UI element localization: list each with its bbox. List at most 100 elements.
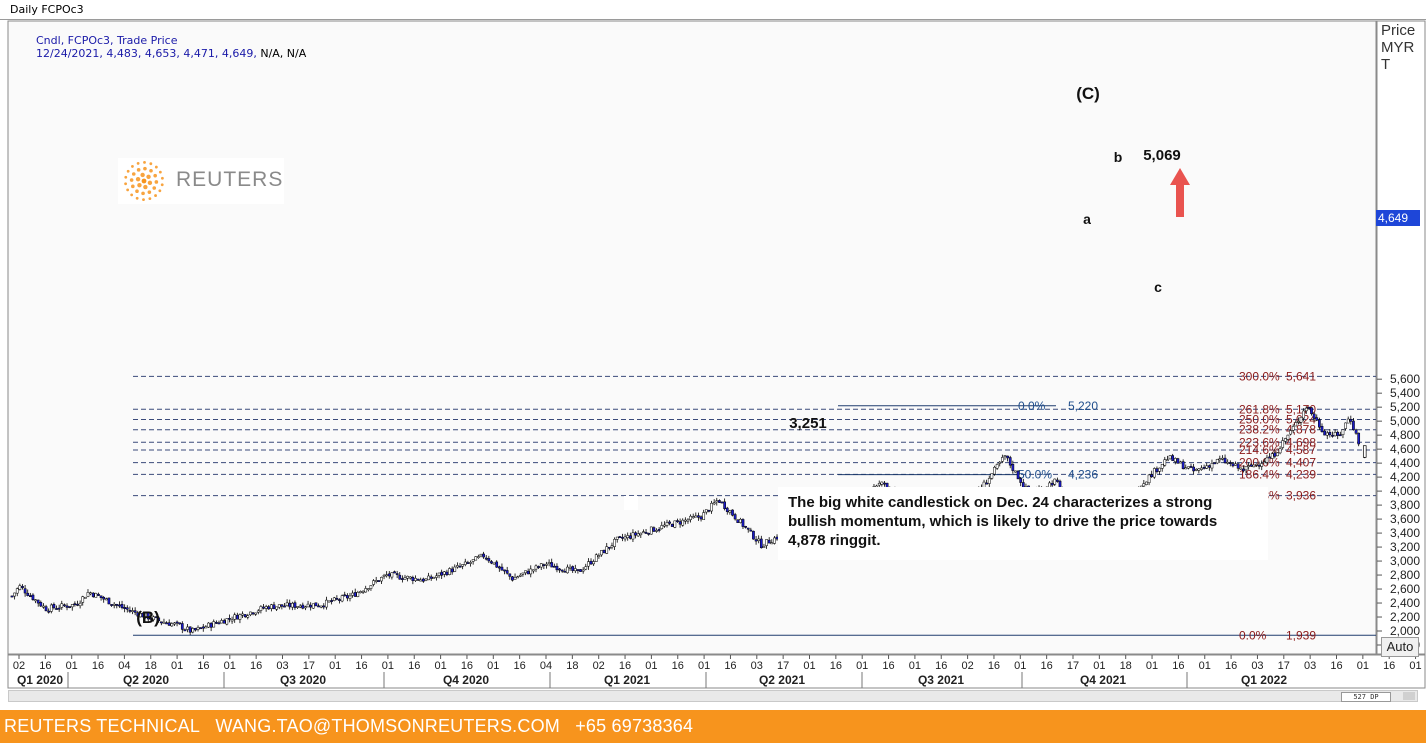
logo-dot [154,180,159,184]
candle-body [739,518,742,523]
candle-body [1310,407,1313,415]
candle-body [660,525,664,529]
candle-body [167,622,171,626]
candle-body [1344,422,1347,429]
candle-body [1218,458,1222,461]
candle-body [437,572,441,576]
candle-body [123,607,127,609]
quarter-label: Q1 2021 [604,673,650,687]
candle-body [676,520,679,522]
candle-body [636,533,640,537]
candle-body [993,467,996,475]
legend-na: N/A, N/A [260,47,307,60]
footer-phone: +65 69738364 [575,716,694,736]
candle-body [647,532,651,535]
candle-body [424,578,428,581]
y-tick-label: 3,800 [1390,498,1420,512]
candle-body [296,606,299,608]
fib-level-value: 4,407 [1286,456,1316,470]
candle-body [369,585,373,589]
candle-body [139,613,142,618]
candle-body [558,568,561,571]
x-tick-label: 16 [724,660,736,672]
candle-body [731,509,734,516]
price-label: 5,069 [1143,147,1181,164]
candle-body [487,558,491,562]
auto-scale-button[interactable]: Auto [1381,637,1419,657]
x-tick-label: 16 [197,660,209,672]
fib-level-value: 4,698 [1286,435,1316,449]
candle-body [450,568,454,573]
candle-body [31,594,35,601]
candle-body [1302,410,1306,419]
x-tick-label: 01 [66,660,78,672]
candle-body [1142,483,1146,487]
x-tick-label: 01 [698,660,710,672]
candle-body [1289,430,1292,435]
logo-dot [154,194,157,197]
candle-body [550,562,554,568]
candle-body [259,606,263,611]
x-tick-label: 01 [382,660,394,672]
fib-level-percent: 223.6% [1239,435,1280,449]
logo-dot [135,176,141,182]
candle-body [445,571,449,576]
price-axis-header: Price MYR T [1381,22,1423,73]
logo-dot [147,180,153,186]
candle-body [1252,464,1256,468]
candle-body [508,573,512,577]
time-scrollbar[interactable]: 527 DP [8,690,1418,702]
candle-body [477,556,480,558]
candle-body [60,603,64,608]
candle-body [364,588,368,593]
candle-body [608,546,611,549]
x-tick-label: 18 [1120,660,1132,672]
candle-body [581,569,585,572]
candle-body [398,574,402,580]
candle-body [47,610,51,613]
candle-body [385,574,389,577]
fib-level-percent: 250.0% [1239,412,1280,426]
candle-body [1014,470,1017,473]
candle-body [1197,468,1201,471]
x-tick-label: 18 [145,660,157,672]
x-tick-label: 16 [882,660,894,672]
fib-level-percent: 300.0% [1239,369,1280,383]
candle-body [1336,431,1340,436]
candle-body [723,501,726,509]
time-axis-area [7,654,1426,689]
y-tick-label: 2,400 [1390,596,1420,610]
y-tick-label: 3,200 [1390,540,1420,554]
candle-body [411,577,415,581]
candle-body [683,519,687,522]
candle-body [532,569,535,572]
candle-body [484,557,488,560]
y-tick-label: 4,000 [1390,484,1420,498]
x-tick-label: 03 [1304,660,1316,672]
candle-body [406,575,409,579]
logo-dot [141,191,145,196]
logo-dot [135,189,139,194]
candle-body [539,563,543,568]
logo-dot [124,175,128,179]
candle-body [728,510,732,513]
scroll-right-button[interactable] [1403,692,1415,700]
candle-body [1189,466,1193,468]
logo-dot [148,197,152,201]
logo-dot [130,193,134,197]
candle-body [183,629,187,632]
candle-body [149,617,153,620]
x-tick-label: 16 [461,660,473,672]
candle-body [568,566,572,569]
candle-body [587,561,590,567]
candle-body [1001,457,1004,462]
x-tick-label: 16 [830,660,842,672]
x-tick-label: 16 [514,660,526,672]
candle-body [1247,465,1250,468]
logo-dot [141,178,147,184]
scroll-thumb[interactable]: 527 DP [1341,692,1391,702]
footer-email[interactable]: WANG.TAO@THOMSONREUTERS.COM [215,716,560,736]
candle-body [1312,413,1316,419]
candle-body [104,598,108,601]
